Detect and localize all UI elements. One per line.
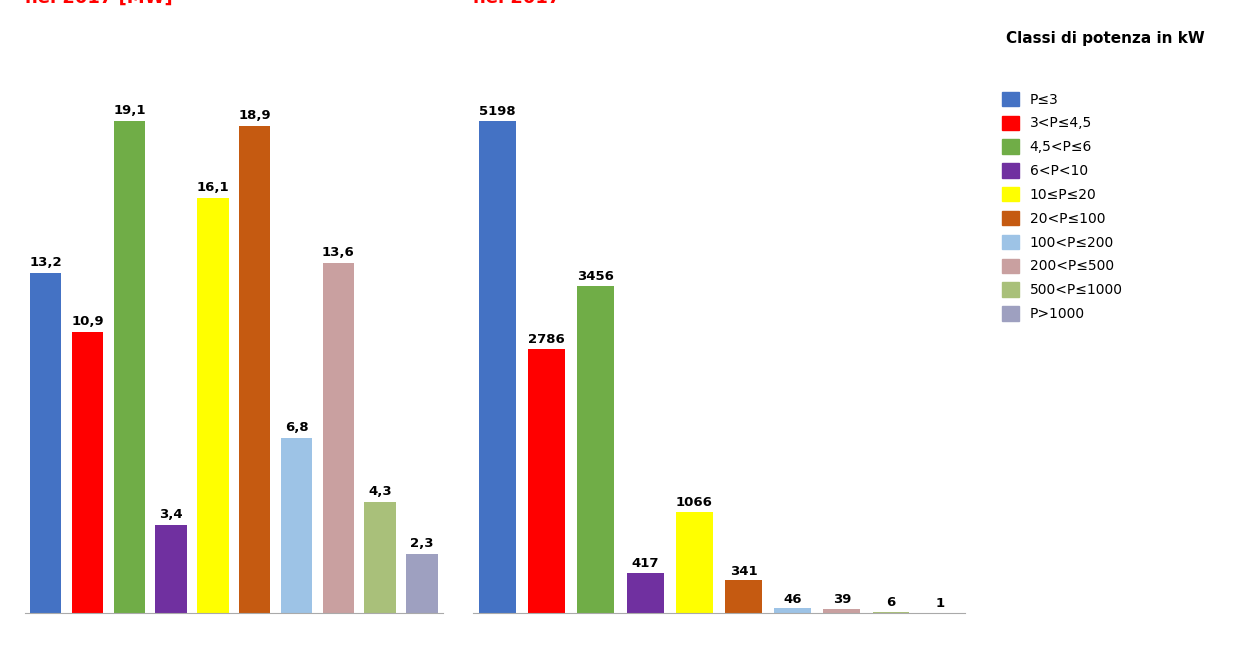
Text: 18,9: 18,9 — [238, 110, 271, 123]
Text: 4,3: 4,3 — [369, 485, 392, 498]
Bar — [114, 121, 145, 613]
Legend: P≤3, 3<P≤4,5, 4,5<P≤6, 6<P<10, 10≤P≤20, 20<P≤100, 100<P≤200, 200<P≤500, 500<P≤10: P≤3, 3<P≤4,5, 4,5<P≤6, 6<P<10, 10≤P≤20, … — [1001, 92, 1123, 321]
Text: 1: 1 — [936, 597, 944, 610]
Text: 6,8: 6,8 — [284, 421, 308, 434]
Text: 6: 6 — [886, 597, 896, 610]
Bar — [406, 553, 438, 613]
Bar — [823, 609, 860, 613]
Bar — [365, 502, 396, 613]
Bar — [676, 512, 712, 613]
Text: 46: 46 — [783, 593, 802, 606]
Bar — [280, 438, 313, 613]
Text: 2786: 2786 — [529, 333, 565, 346]
Bar — [627, 573, 664, 613]
Bar — [197, 198, 228, 613]
Text: 5198: 5198 — [479, 105, 516, 118]
Text: 13,2: 13,2 — [30, 256, 62, 269]
Text: nel 2017: nel 2017 — [473, 0, 561, 7]
Text: 2,3: 2,3 — [411, 537, 433, 550]
Bar — [30, 273, 61, 613]
Text: 1066: 1066 — [676, 496, 712, 509]
Text: nel 2017 [MW]: nel 2017 [MW] — [25, 0, 172, 7]
Bar — [479, 121, 516, 613]
Text: 341: 341 — [730, 564, 757, 578]
Text: 3456: 3456 — [577, 270, 614, 283]
Bar — [72, 332, 103, 613]
Bar — [155, 525, 187, 613]
Bar — [529, 349, 565, 613]
Text: 16,1: 16,1 — [196, 181, 230, 194]
Text: Classi di potenza in kW: Classi di potenza in kW — [1006, 31, 1205, 46]
Text: 10,9: 10,9 — [71, 315, 104, 328]
Bar — [577, 286, 614, 613]
Bar — [774, 608, 812, 613]
Bar — [323, 263, 354, 613]
Bar — [240, 126, 271, 613]
Text: 19,1: 19,1 — [113, 104, 145, 117]
Bar — [725, 580, 762, 613]
Text: 417: 417 — [632, 557, 659, 570]
Text: 3,4: 3,4 — [159, 508, 182, 521]
Text: 39: 39 — [833, 593, 851, 606]
Text: 13,6: 13,6 — [321, 246, 355, 259]
